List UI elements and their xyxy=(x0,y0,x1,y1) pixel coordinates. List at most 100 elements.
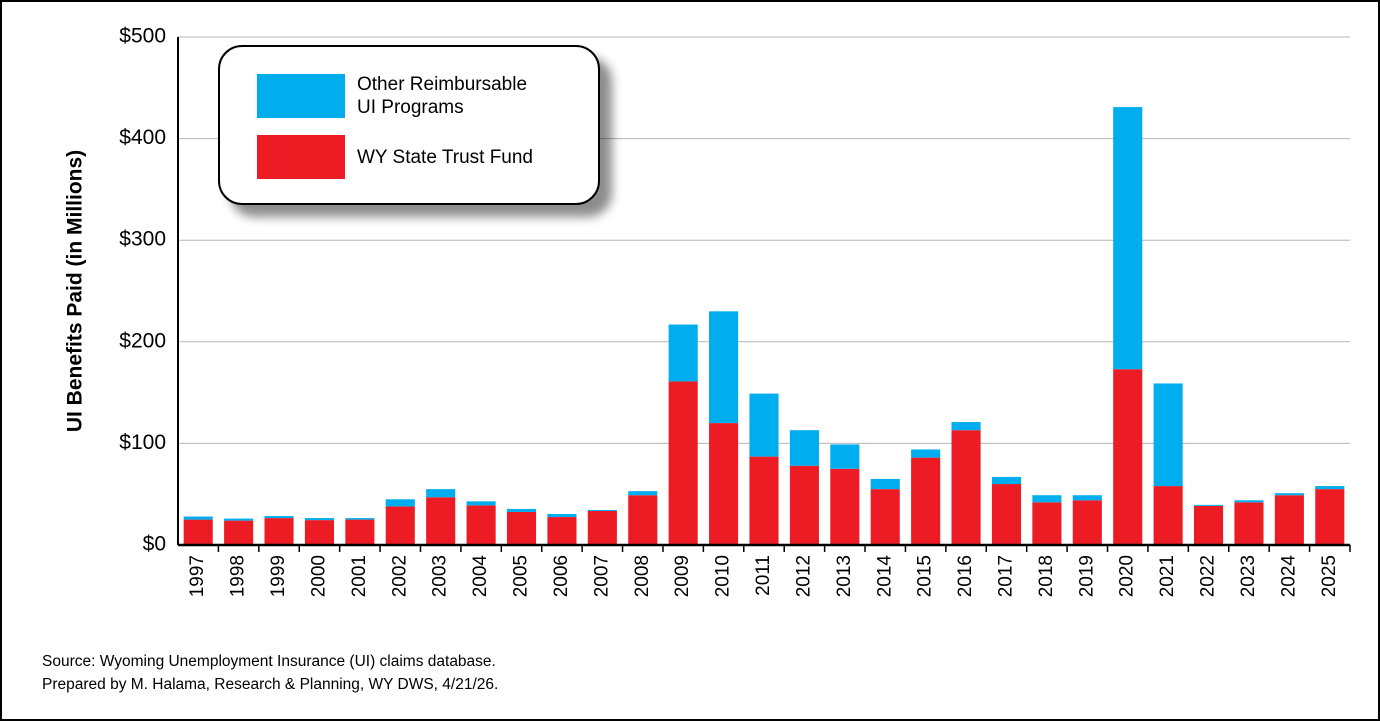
y-tick-label: $500 xyxy=(119,25,166,48)
bar-segment xyxy=(628,495,658,545)
x-tick-label: 2008 xyxy=(632,555,653,597)
bar-segment xyxy=(183,516,213,520)
x-tick-label: 2004 xyxy=(470,555,491,598)
x-tick-label: 2015 xyxy=(915,555,936,597)
bar-segment xyxy=(1194,504,1224,506)
x-tick-label: 1998 xyxy=(228,555,249,597)
y-tick-label: $100 xyxy=(119,431,166,454)
bar-segment xyxy=(1153,486,1183,545)
x-tick-label: 2000 xyxy=(308,555,329,597)
bar-segment xyxy=(709,423,739,545)
bar-segment xyxy=(385,506,415,545)
bar-segment xyxy=(991,484,1022,545)
x-tick-label: 1997 xyxy=(187,555,208,597)
bar-segment xyxy=(830,444,860,469)
x-tick-label: 2001 xyxy=(349,555,370,597)
bar-segment xyxy=(1274,493,1304,496)
bar-segment xyxy=(506,511,537,545)
y-tick-label: $200 xyxy=(119,329,166,352)
bar-segment xyxy=(789,430,819,466)
bar-segment xyxy=(1113,369,1143,545)
legend-item: WY State Trust Fund xyxy=(257,135,547,179)
bar-segment xyxy=(587,509,617,511)
x-tick-label: 2007 xyxy=(591,555,612,597)
x-tick-label: 2025 xyxy=(1319,555,1340,597)
bar-segment xyxy=(1113,107,1143,370)
bar-segment xyxy=(1274,495,1304,545)
x-tick-label: 2012 xyxy=(793,555,814,597)
bar-segment xyxy=(385,499,415,507)
x-tick-label: 1999 xyxy=(268,555,289,597)
x-tick-label: 2002 xyxy=(389,555,410,597)
bar-segment xyxy=(870,489,900,545)
bar-segment xyxy=(870,478,900,490)
x-tick-label: 2022 xyxy=(1198,555,1219,597)
bar-segment xyxy=(345,519,375,545)
bar-segment xyxy=(466,505,496,545)
bar-segment xyxy=(749,456,779,545)
bar-segment xyxy=(830,468,860,545)
y-tick-label: $400 xyxy=(119,126,166,149)
x-tick-label: 2018 xyxy=(1036,555,1057,597)
bar-segment xyxy=(506,508,537,512)
source-note: Source: Wyoming Unemployment Insurance (… xyxy=(42,653,496,670)
legend-item: Other Reimbursable UI Programs xyxy=(257,73,547,119)
legend-swatch xyxy=(257,74,345,118)
bar-segment xyxy=(587,510,617,545)
bar-segment xyxy=(426,489,456,498)
bar-segment xyxy=(426,497,456,545)
bar-segment xyxy=(789,465,819,545)
bar-segment xyxy=(1032,495,1062,503)
bar-segment xyxy=(264,516,294,519)
x-tick-label: 2013 xyxy=(834,555,855,597)
bar-segment xyxy=(668,324,698,382)
bar-segment xyxy=(668,381,698,545)
bar-segment xyxy=(951,430,981,545)
bar-segment xyxy=(264,518,294,545)
bar-segment xyxy=(547,514,577,518)
y-axis-label: UI Benefits Paid (in Millions) xyxy=(64,150,87,432)
bar-segment xyxy=(224,518,254,521)
x-tick-label: 2005 xyxy=(511,555,532,597)
bar-segment xyxy=(951,422,981,431)
x-tick-label: 2020 xyxy=(1117,555,1138,597)
bar-segment xyxy=(628,491,658,496)
x-tick-label: 2003 xyxy=(430,555,451,597)
bar-segment xyxy=(1153,383,1183,487)
x-tick-label: 2006 xyxy=(551,555,572,597)
bar-segment xyxy=(1234,500,1264,503)
x-tick-label: 2017 xyxy=(995,555,1016,597)
x-tick-label: 2021 xyxy=(1157,555,1178,597)
y-tick-label: $0 xyxy=(143,533,166,556)
bar-segment xyxy=(709,311,739,424)
prepared-note: Prepared by M. Halama, Research & Planni… xyxy=(42,676,499,693)
bar-segment xyxy=(991,476,1022,485)
y-tick-label: $300 xyxy=(119,228,166,251)
bar-segment xyxy=(1234,502,1264,545)
bar-segment xyxy=(345,518,375,520)
bar-segment xyxy=(1032,502,1062,545)
x-tick-label: 2010 xyxy=(713,555,734,597)
x-tick-label: 2011 xyxy=(753,555,774,596)
x-tick-label: 2009 xyxy=(672,555,693,597)
legend: Other Reimbursable UI Programs WY State T… xyxy=(218,45,600,205)
bar-segment xyxy=(1194,505,1224,545)
legend-label: WY State Trust Fund xyxy=(357,146,534,168)
bar-segment xyxy=(1315,489,1345,545)
x-tick-label: 2023 xyxy=(1238,555,1259,597)
bar-segment xyxy=(911,457,941,545)
bar-segment xyxy=(466,501,496,506)
legend-label: Other Reimbursable UI Programs xyxy=(357,74,528,118)
bar-segment xyxy=(1072,495,1102,501)
bar-segment xyxy=(224,520,254,545)
bar-segment xyxy=(547,517,577,545)
bar-segment xyxy=(304,518,334,521)
x-tick-label: 2024 xyxy=(1278,555,1299,598)
x-tick-label: 2019 xyxy=(1076,555,1097,597)
bar-segment xyxy=(911,449,941,458)
bar-segment xyxy=(183,519,213,545)
x-tick-label: 2016 xyxy=(955,555,976,597)
